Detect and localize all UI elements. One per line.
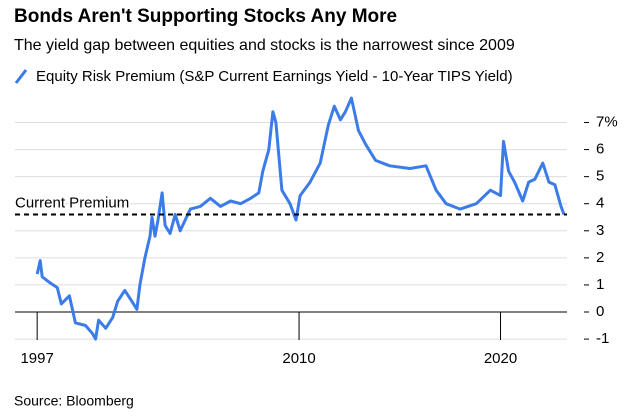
y-tick-label: 0: [596, 303, 604, 320]
x-tick-label: 1997: [20, 350, 53, 367]
legend-swatch: [14, 69, 28, 84]
x-tick-label: 2020: [484, 350, 517, 367]
annotation: Current Premium: [15, 195, 129, 212]
y-tick-label: 6: [596, 141, 604, 158]
y-tick-label: 5: [596, 168, 604, 185]
y-tick-label: 1: [596, 276, 604, 293]
chart-subtitle: The yield gap between equities and stock…: [14, 37, 515, 54]
y-tick-label: 7%: [596, 113, 618, 130]
source: Source: Bloomberg: [14, 393, 134, 409]
chart-title: Bonds Aren't Supporting Stocks Any More: [14, 6, 397, 27]
x-tick-label: 2010: [282, 350, 315, 367]
legend-label: Equity Risk Premium (S&P Current Earning…: [36, 68, 513, 85]
y-tick-label: 4: [596, 195, 604, 212]
line: [35, 96, 566, 341]
y-tick-label: 2: [596, 249, 604, 266]
y-tick-label: 3: [596, 222, 604, 239]
y-tick-label: -1: [596, 330, 609, 347]
